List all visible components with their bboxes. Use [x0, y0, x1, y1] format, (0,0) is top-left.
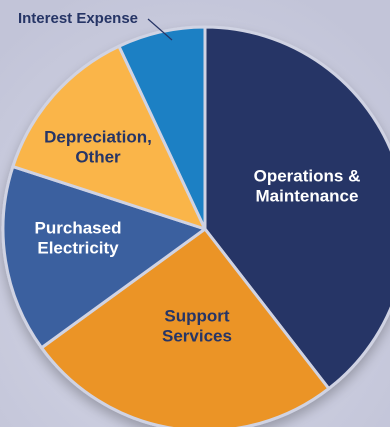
- pie-slice-interest-expense: [117, 25, 207, 231]
- slice-label-depreciation-other: Depreciation, Other: [44, 127, 152, 166]
- pie-slice-support-services: [40, 227, 331, 427]
- pie-slice-operations-and-maintenance: [203, 25, 390, 391]
- slice-label-support-services: Support Services: [162, 306, 232, 345]
- slice-label-interest-expense: Interest Expense: [18, 10, 138, 27]
- pie-slices: [1, 25, 390, 427]
- slice-label-purchased-electricity: Purchased Electricity: [35, 218, 122, 257]
- pie-labels: Operations & Maintenance Support Services Pu…: [18, 10, 360, 346]
- pie-slice-purchased-electricity: [1, 165, 207, 350]
- slice-label-operations-and-maintenance: Operations & Maintenance: [254, 166, 361, 205]
- pie-slice-depreciation-other: [11, 44, 207, 231]
- callout-line-interest-expense: [147, 18, 173, 41]
